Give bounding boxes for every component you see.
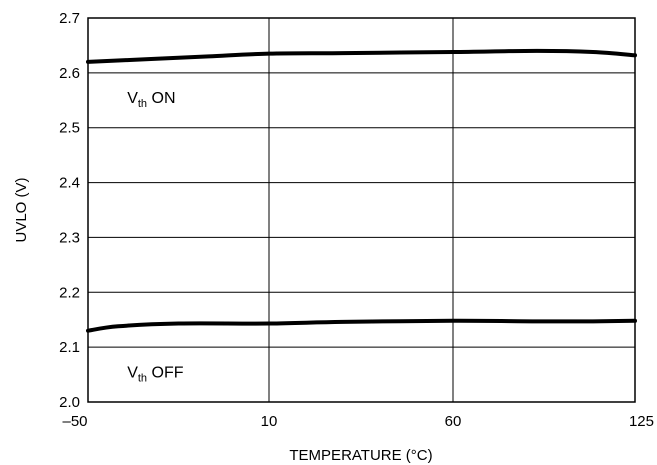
series-line-2 [86, 318, 637, 333]
y-tick-label: 2.5 [59, 120, 80, 137]
y-tick-label: 2.1 [59, 339, 80, 356]
y-axis-label: UVLO (V) [13, 177, 30, 242]
plot-frame [87, 17, 636, 403]
series-line-1 [86, 48, 637, 64]
y-tick-label: 2.7 [59, 10, 80, 27]
y-tick-label: 2.0 [59, 394, 80, 411]
x-tick-label: 60 [445, 413, 462, 430]
y-tick-label: 2.4 [59, 175, 80, 192]
x-tick-label: 125 [629, 413, 654, 430]
x-tick-label: 10 [261, 413, 278, 430]
grid [88, 18, 635, 402]
series-layer [86, 48, 637, 333]
tick-labels: 2.0 2.1 2.2 2.3 2.4 2.5 2.6 2.7 –50 10 60 125 [59, 10, 654, 430]
y-tick-label: 2.2 [59, 284, 80, 301]
x-tick-label: –50 [62, 413, 87, 430]
y-tick-label: 2.6 [59, 65, 80, 82]
y-tick-label: 2.3 [59, 229, 80, 246]
x-axis-label: TEMPERATURE (°C) [289, 447, 432, 464]
series-annotation-2: Vth OFF [127, 364, 184, 384]
annotations: Vth ON Vth OFF [127, 90, 184, 384]
series-annotation-1: Vth ON [127, 90, 175, 110]
